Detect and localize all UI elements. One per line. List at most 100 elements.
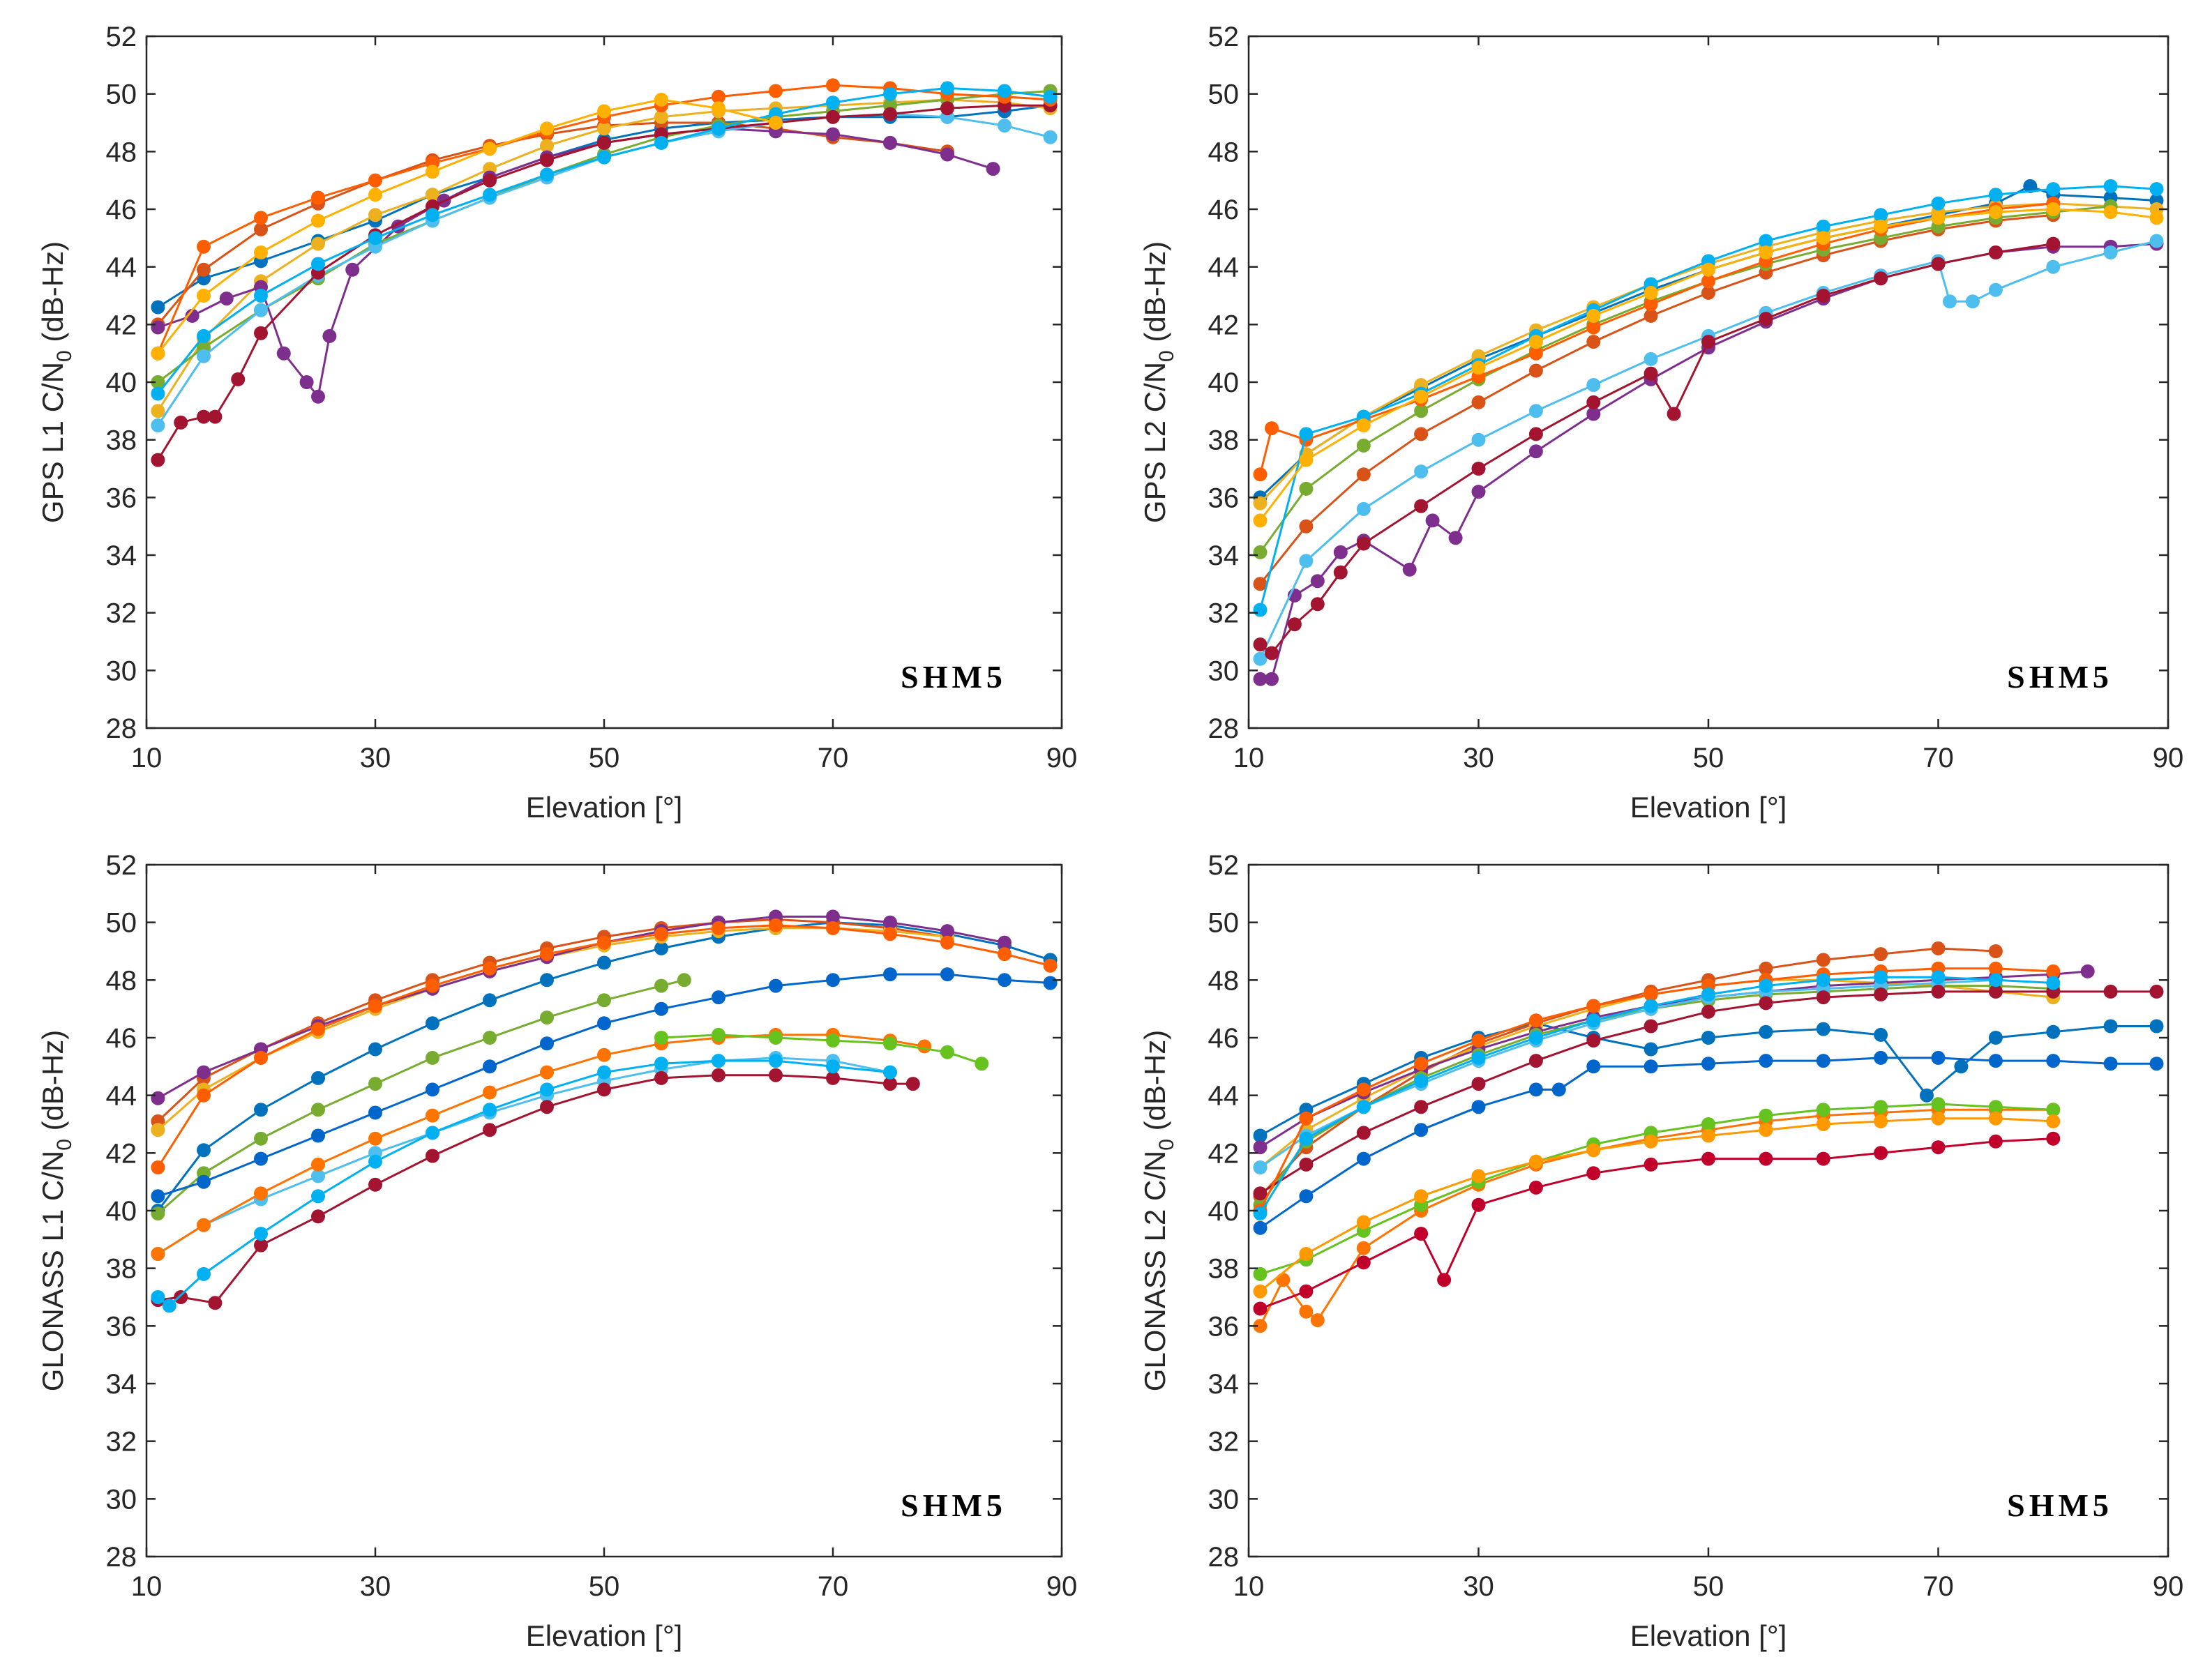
data-point: [2103, 1057, 2118, 1071]
chart-panel-2: 28 30 32 34 36 38 40 42 44 46 48 50 52 10 30 50 70 90 Elev…: [1138, 22, 2183, 824]
data-point: [254, 1131, 268, 1146]
data-point: [597, 993, 611, 1008]
data-point: [1701, 1128, 1715, 1143]
data-point: [1299, 1247, 1314, 1261]
data-point: [654, 135, 668, 150]
data-point: [1253, 651, 1268, 666]
data-point: [1874, 1114, 1888, 1128]
data-point: [368, 1042, 382, 1057]
data-point: [426, 1108, 439, 1123]
data-point: [905, 1077, 920, 1091]
data-point: [654, 92, 668, 107]
data-point: [197, 1143, 211, 1158]
data-point: [826, 1059, 840, 1074]
data-point: [483, 993, 497, 1008]
data-point: [1988, 188, 2003, 202]
y-tick-label: 36: [106, 1311, 137, 1342]
y-tick-label: 34: [1208, 540, 1240, 571]
data-point: [1988, 205, 2003, 220]
y-tick-label: 44: [1208, 252, 1240, 283]
data-point: [2046, 202, 2061, 216]
data-point: [368, 1105, 382, 1120]
x-tick-label: 50: [1693, 743, 1724, 773]
data-point: [998, 119, 1011, 133]
data-point: [1759, 234, 1773, 248]
x-tick-label: 30: [1463, 743, 1494, 773]
data-point: [1586, 320, 1601, 335]
y-tick-label: 48: [1208, 965, 1240, 996]
data-point: [769, 978, 783, 993]
data-point: [540, 1082, 554, 1097]
y-tick-label: 46: [106, 195, 137, 225]
y-tick-label: 50: [106, 80, 137, 110]
data-point: [2023, 179, 2038, 193]
data-point: [254, 1151, 268, 1166]
y-tick-label: 50: [1208, 908, 1240, 939]
data-point: [1333, 545, 1348, 559]
data-point: [1528, 363, 1543, 378]
data-point: [1414, 389, 1429, 404]
data-point: [1299, 453, 1314, 467]
data-point: [1874, 947, 1888, 962]
data-point: [1333, 565, 1348, 580]
data-point: [1644, 308, 1658, 323]
y-tick-label: 38: [106, 1254, 137, 1285]
data-point: [883, 1065, 897, 1080]
data-point: [597, 1047, 611, 1062]
data-point: [1471, 1050, 1486, 1065]
y-tick-label: 40: [106, 1196, 137, 1227]
data-point: [299, 375, 314, 389]
data-point: [940, 101, 954, 116]
x-tick-label: 10: [131, 1571, 163, 1602]
data-point: [883, 967, 897, 982]
data-point: [1253, 577, 1268, 591]
data-point: [151, 1247, 165, 1261]
data-point: [1644, 1059, 1658, 1074]
chart-panel-4: 28 30 32 34 36 38 40 42 44 46 48 50 52 10 30 50 70 90 Elev…: [1138, 850, 2183, 1652]
data-point: [174, 415, 188, 430]
data-point: [254, 1050, 268, 1065]
data-point: [1586, 1143, 1601, 1158]
data-point: [1931, 1097, 1946, 1112]
data-point: [1701, 1117, 1715, 1131]
data-point: [1414, 464, 1429, 479]
data-point: [1253, 672, 1268, 686]
data-point: [185, 308, 200, 323]
data-point: [1437, 1273, 1452, 1287]
data-point: [1644, 1157, 1658, 1172]
y-tick-label: 48: [106, 137, 137, 167]
data-point: [1356, 1255, 1371, 1270]
data-point: [197, 1218, 211, 1232]
data-point: [1874, 987, 1888, 1001]
data-point: [940, 81, 954, 96]
series-line-s10: [1259, 1057, 2157, 1229]
data-point: [2046, 1054, 2061, 1068]
data-point: [883, 107, 897, 121]
data-point: [1253, 545, 1268, 559]
y-tick-label: 46: [106, 1023, 137, 1054]
data-point: [597, 935, 611, 950]
y-tick-label: 52: [106, 850, 137, 881]
data-point: [1043, 89, 1058, 104]
data-point: [1931, 1050, 1946, 1065]
data-point: [712, 101, 725, 116]
y-tick-label: 40: [1208, 1196, 1240, 1227]
y-tick-label: 34: [106, 1369, 137, 1400]
data-point: [597, 1016, 611, 1031]
series-line-s5: [1259, 205, 2111, 553]
data-point: [197, 239, 211, 254]
data-point: [368, 999, 382, 1013]
data-point: [769, 84, 783, 98]
data-point: [368, 1077, 382, 1091]
data-point: [1874, 271, 1888, 286]
y-tick-label: 48: [106, 965, 137, 996]
data-point: [1701, 285, 1715, 300]
data-point: [1816, 289, 1830, 303]
data-point: [712, 89, 725, 104]
data-point: [1759, 1054, 1773, 1068]
data-point: [1759, 1024, 1773, 1039]
data-point: [1265, 672, 1279, 686]
data-point: [1528, 1013, 1543, 1028]
data-point: [1528, 346, 1543, 361]
data-point: [1253, 1128, 1268, 1143]
